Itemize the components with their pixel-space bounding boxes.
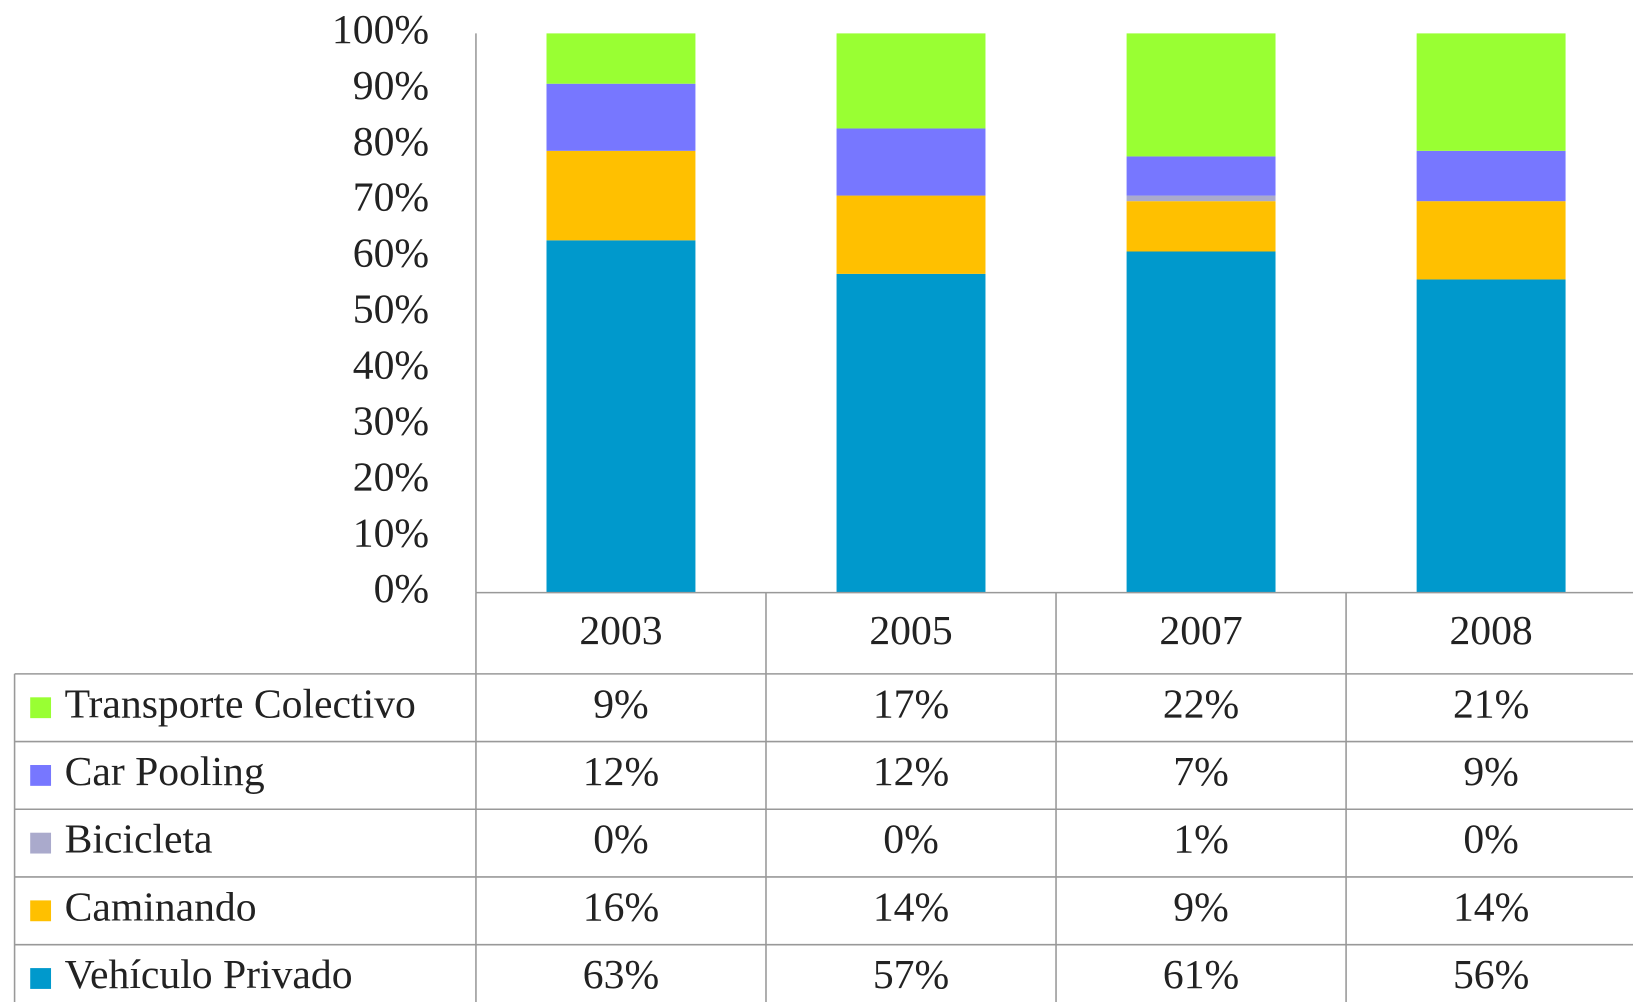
y-tick-label: 90% (353, 63, 429, 109)
bar-segment (1126, 201, 1276, 252)
legend-swatch (30, 765, 52, 786)
y-tick-label: 30% (353, 398, 429, 444)
table-value: 16% (583, 884, 659, 930)
table-value: 22% (1163, 681, 1239, 727)
legend-label: Car Pooling (65, 749, 265, 795)
table-value: 0% (593, 817, 649, 863)
bar-segment (1126, 195, 1276, 202)
y-tick-label: 50% (353, 287, 429, 333)
y-tick-label: 40% (353, 343, 429, 389)
table-value: 7% (1173, 749, 1229, 795)
bar-segment (546, 83, 696, 151)
x-tick-label: 2005 (869, 608, 952, 654)
bar-segment (1416, 33, 1566, 151)
legend-swatch (30, 697, 52, 719)
bar-segment (836, 128, 986, 196)
bar-segment (1416, 279, 1566, 593)
y-tick-label: 80% (353, 119, 429, 165)
legend-swatch (30, 832, 52, 854)
legend-swatch (30, 900, 52, 922)
table-value: 14% (1453, 884, 1529, 930)
table-value: 12% (873, 749, 949, 795)
y-tick-label: 100% (332, 7, 429, 53)
legend-label: Bicicleta (65, 817, 213, 863)
table-value: 21% (1453, 681, 1529, 727)
legend-label: Caminando (65, 884, 257, 930)
table-value: 61% (1163, 952, 1239, 998)
x-tick-label: 2003 (579, 608, 662, 654)
bar-segment (836, 33, 986, 129)
table-value: 1% (1173, 817, 1229, 863)
table-value: 9% (1463, 749, 1519, 795)
table-value: 14% (873, 884, 949, 930)
table-value: 9% (1173, 884, 1229, 930)
bar-segment (1126, 251, 1276, 593)
bar-segment (836, 273, 986, 593)
legend-swatch (30, 968, 52, 989)
bar-segment (1126, 33, 1276, 157)
table-value: 12% (583, 749, 659, 795)
table-value: 63% (583, 952, 659, 998)
bar-segment (1416, 201, 1566, 280)
table-value: 17% (873, 681, 949, 727)
table-value: 56% (1453, 952, 1529, 998)
x-tick-label: 2008 (1449, 608, 1532, 654)
bar-segment (1126, 156, 1276, 196)
y-tick-label: 10% (353, 510, 429, 556)
bar-segment (546, 150, 696, 241)
legend-label: Transporte Colectivo (65, 681, 416, 727)
y-tick-label: 20% (353, 454, 429, 500)
bar-segment (1416, 150, 1566, 202)
table-value: 9% (593, 681, 649, 727)
x-tick-label: 2007 (1159, 608, 1242, 654)
table-value: 0% (1463, 817, 1519, 863)
y-tick-label: 60% (353, 231, 429, 277)
y-tick-label: 0% (374, 566, 430, 612)
table-value: 57% (873, 952, 949, 998)
bar-segment (836, 195, 986, 274)
table-value: 0% (883, 817, 939, 863)
y-tick-label: 70% (353, 175, 429, 221)
bar-segment (546, 33, 696, 84)
bar-segment (546, 240, 696, 593)
legend-label: Vehículo Privado (65, 952, 353, 998)
